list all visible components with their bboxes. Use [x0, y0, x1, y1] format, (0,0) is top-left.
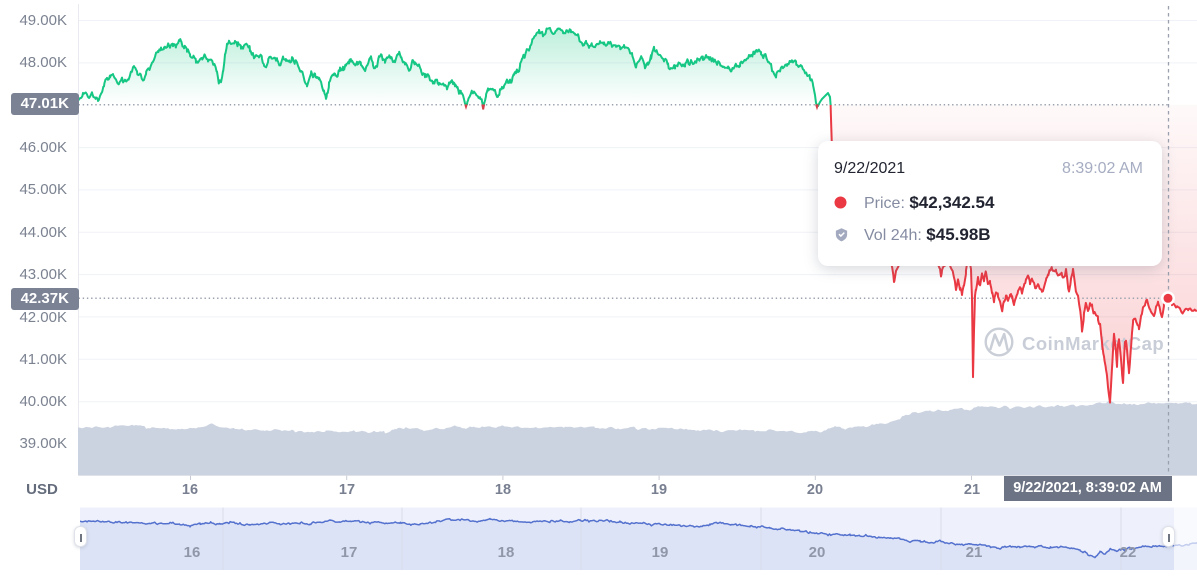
svg-text:CoinMarketCap: CoinMarketCap	[1022, 333, 1164, 354]
